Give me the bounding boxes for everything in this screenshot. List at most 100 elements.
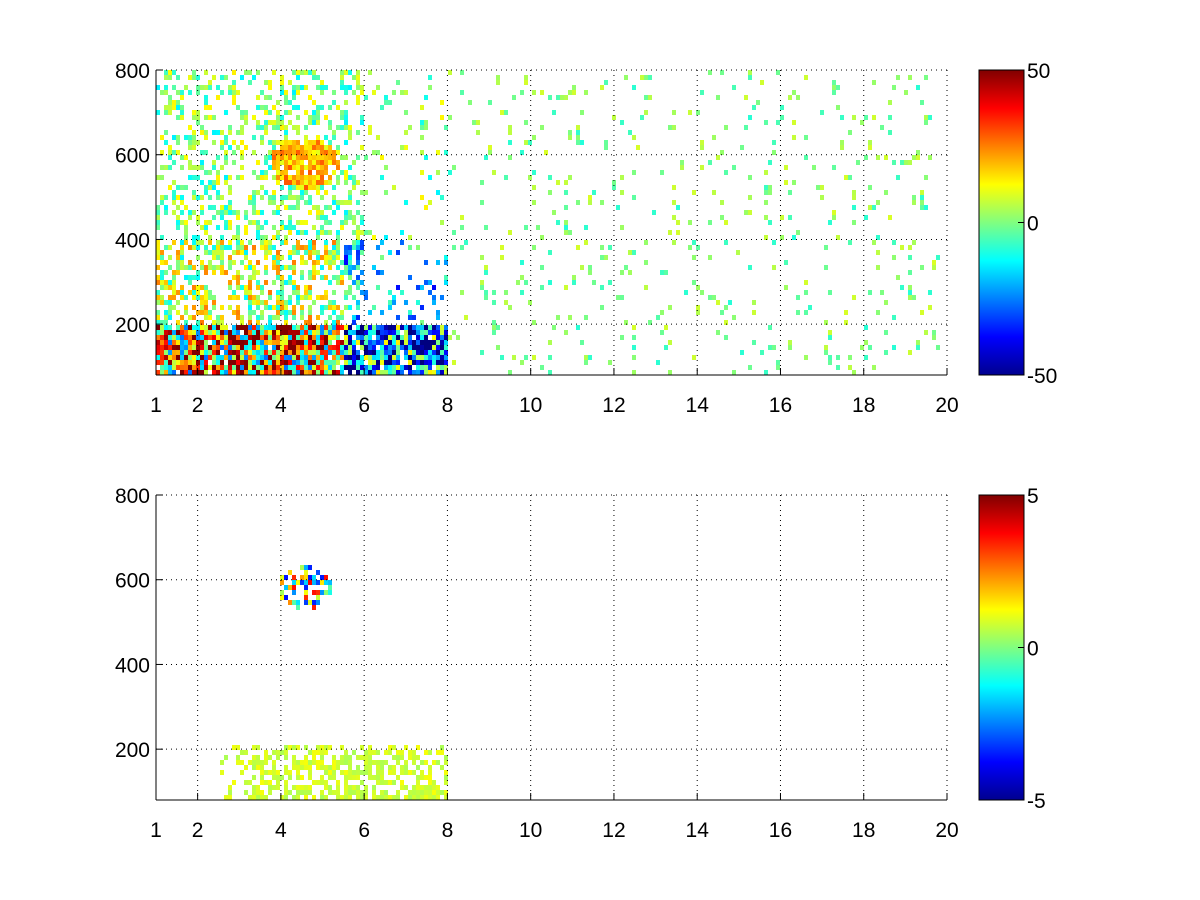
heatmap-cell xyxy=(248,290,252,295)
heatmap-cell xyxy=(316,765,320,770)
heatmap-cell xyxy=(324,290,328,295)
heatmap-cell xyxy=(284,315,288,320)
heatmap-cell xyxy=(324,795,328,800)
heatmap-cell xyxy=(648,95,652,100)
heatmap-cell xyxy=(368,370,372,375)
heatmap-cell xyxy=(348,775,352,780)
heatmap-cell xyxy=(160,345,164,350)
heatmap-cell xyxy=(424,325,428,330)
heatmap-cell xyxy=(204,135,208,140)
heatmap-cell xyxy=(176,135,180,140)
heatmap-cell xyxy=(240,355,244,360)
heatmap-cell xyxy=(264,795,268,800)
heatmap-cell xyxy=(280,160,284,165)
heatmap-cell xyxy=(328,350,332,355)
heatmap-cell xyxy=(388,745,392,750)
heatmap-cell xyxy=(360,360,364,365)
heatmap-cell xyxy=(204,315,208,320)
heatmap-cell xyxy=(336,105,340,110)
heatmap-cell xyxy=(324,335,328,340)
heatmap-cell xyxy=(792,135,796,140)
heatmap-cell xyxy=(344,70,348,75)
heatmap-cell xyxy=(296,180,300,185)
heatmap-cell xyxy=(252,340,256,345)
heatmap-cell xyxy=(236,355,240,360)
heatmap-cell xyxy=(344,355,348,360)
heatmap-cell xyxy=(300,165,304,170)
heatmap-cell xyxy=(196,330,200,335)
heatmap-cell xyxy=(296,330,300,335)
heatmap-cell xyxy=(232,325,236,330)
heatmap-cell xyxy=(356,240,360,245)
heatmap-cell xyxy=(748,265,752,270)
heatmap-cell xyxy=(580,265,584,270)
heatmap-cell xyxy=(292,335,296,340)
heatmap-cell xyxy=(256,365,260,370)
heatmap-cell xyxy=(184,355,188,360)
heatmap-cell xyxy=(304,580,308,585)
heatmap-cell xyxy=(436,790,440,795)
heatmap-cell xyxy=(220,205,224,210)
heatmap-cell xyxy=(256,320,260,325)
heatmap-cell xyxy=(296,760,300,765)
heatmap-cell xyxy=(344,100,348,105)
heatmap-cell xyxy=(316,345,320,350)
heatmap-cell xyxy=(172,370,176,375)
heatmap-cell xyxy=(304,70,308,75)
heatmap-cell xyxy=(524,75,528,80)
heatmap-cell xyxy=(280,345,284,350)
heatmap-cell xyxy=(420,365,424,370)
heatmap-cell xyxy=(240,130,244,135)
heatmap-cell xyxy=(420,135,424,140)
heatmap-cell xyxy=(796,295,800,300)
heatmap-cell xyxy=(876,155,880,160)
heatmap-cell xyxy=(372,370,376,375)
heatmap-cell xyxy=(432,345,436,350)
heatmap-cell xyxy=(376,750,380,755)
heatmap-cell xyxy=(284,325,288,330)
heatmap-cell xyxy=(360,245,364,250)
heatmap-cell xyxy=(268,95,272,100)
heatmap-cell xyxy=(908,245,912,250)
heatmap-cell xyxy=(344,785,348,790)
heatmap-cell xyxy=(220,330,224,335)
heatmap-cell xyxy=(232,335,236,340)
heatmap-cell xyxy=(408,360,412,365)
heatmap-cell xyxy=(320,795,324,800)
heatmap-cell xyxy=(672,240,676,245)
heatmap-cell xyxy=(924,330,928,335)
heatmap-cell xyxy=(332,775,336,780)
heatmap-cell xyxy=(188,90,192,95)
heatmap-cell xyxy=(324,165,328,170)
heatmap-cell xyxy=(532,320,536,325)
heatmap-cell xyxy=(216,320,220,325)
heatmap-cell xyxy=(568,230,572,235)
heatmap-cell xyxy=(308,350,312,355)
heatmap-cell xyxy=(164,70,168,75)
heatmap-cell xyxy=(348,360,352,365)
heatmap-cell xyxy=(376,245,380,250)
heatmap-cell xyxy=(380,310,384,315)
heatmap-cell xyxy=(180,155,184,160)
heatmap-cell xyxy=(388,795,392,800)
heatmap-cell xyxy=(444,150,448,155)
heatmap-cell xyxy=(376,270,380,275)
heatmap-cell xyxy=(292,310,296,315)
heatmap-cell xyxy=(196,245,200,250)
heatmap-cell xyxy=(156,325,160,330)
heatmap-cell xyxy=(284,355,288,360)
heatmap-cell xyxy=(220,305,224,310)
heatmap-cell xyxy=(356,305,360,310)
heatmap-cell xyxy=(312,140,316,145)
heatmap-cell xyxy=(228,265,232,270)
heatmap-cell xyxy=(424,335,428,340)
heatmap-cell xyxy=(244,230,248,235)
heatmap-cell xyxy=(308,355,312,360)
heatmap-cell xyxy=(156,315,160,320)
heatmap-cell xyxy=(180,365,184,370)
heatmap-cell xyxy=(296,185,300,190)
heatmap-cell xyxy=(300,360,304,365)
heatmap-cell xyxy=(220,130,224,135)
heatmap-cell xyxy=(268,150,272,155)
heatmap-cell xyxy=(292,225,296,230)
